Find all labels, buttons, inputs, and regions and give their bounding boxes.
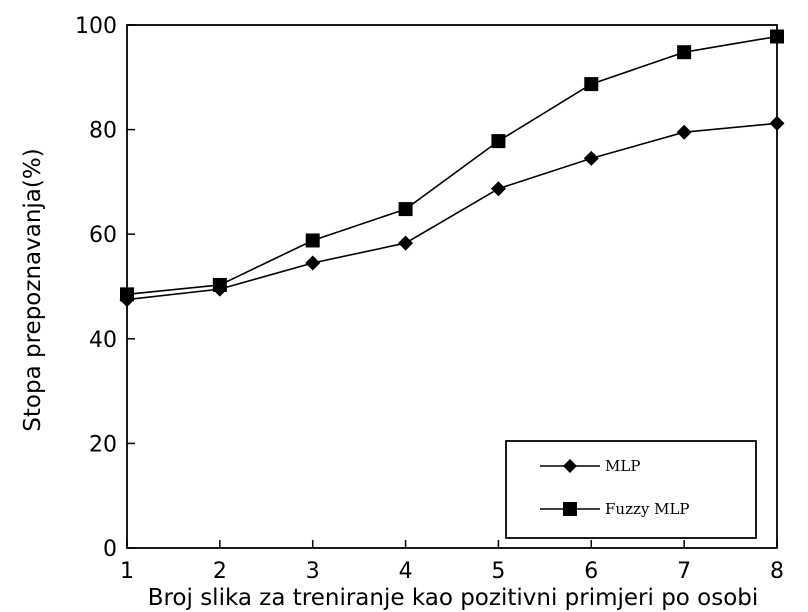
data-point-fuzzy-mlp	[770, 29, 784, 44]
x-tick-label: 7	[677, 559, 691, 584]
data-point-mlp	[769, 115, 785, 131]
x-tick-label: 3	[306, 559, 320, 584]
data-point-fuzzy-mlp	[305, 233, 320, 248]
x-tick-label: 6	[584, 559, 598, 584]
data-point-fuzzy-mlp	[120, 287, 134, 302]
series-line-fuzzy-mlp	[126, 35, 778, 296]
data-point-fuzzy-mlp	[491, 134, 506, 149]
series-line-mlp	[126, 122, 778, 301]
legend-box	[505, 440, 757, 539]
series-group	[119, 29, 785, 308]
data-point-fuzzy-mlp	[212, 277, 227, 292]
data-point-mlp	[490, 181, 506, 197]
x-tick-label: 5	[491, 559, 505, 584]
data-point-mlp	[583, 150, 599, 166]
data-point-mlp	[398, 235, 414, 251]
legend-marker-mlp	[563, 459, 577, 473]
y-tick-label: 20	[89, 432, 117, 457]
legend-label-fuzzy: Fuzzy MLP	[605, 500, 690, 518]
x-tick-label: 2	[213, 559, 227, 584]
plot-frame	[126, 24, 778, 549]
y-tick-label: 0	[103, 537, 117, 562]
y-axis-title: Stopa prepoznavanja(%)	[20, 148, 46, 431]
legend-marker-fuzzy	[563, 502, 577, 516]
y-tick-label: 100	[75, 14, 117, 39]
x-axis-title: Broj slika za treniranje kao pozitivni p…	[148, 585, 759, 611]
data-point-fuzzy-mlp	[584, 77, 599, 92]
x-tick-label: 1	[120, 559, 134, 584]
series-fuzzy-mlp	[120, 29, 784, 302]
x-tick-label: 4	[399, 559, 413, 584]
y-tick-label: 80	[89, 119, 117, 144]
y-tick-label: 40	[89, 328, 117, 353]
legend: MLP Fuzzy MLP	[505, 440, 757, 539]
x-axis: 1 2 3 4 5 6 7 8	[120, 540, 784, 584]
y-tick-label: 60	[89, 223, 117, 248]
y-axis: 0 20 40 60 80 100	[75, 14, 135, 562]
data-point-fuzzy-mlp	[398, 202, 413, 217]
legend-label-mlp: MLP	[605, 457, 640, 475]
data-point-mlp	[676, 124, 692, 140]
data-point-mlp	[305, 255, 321, 271]
x-tick-label: 8	[770, 559, 784, 584]
data-point-fuzzy-mlp	[677, 45, 692, 60]
